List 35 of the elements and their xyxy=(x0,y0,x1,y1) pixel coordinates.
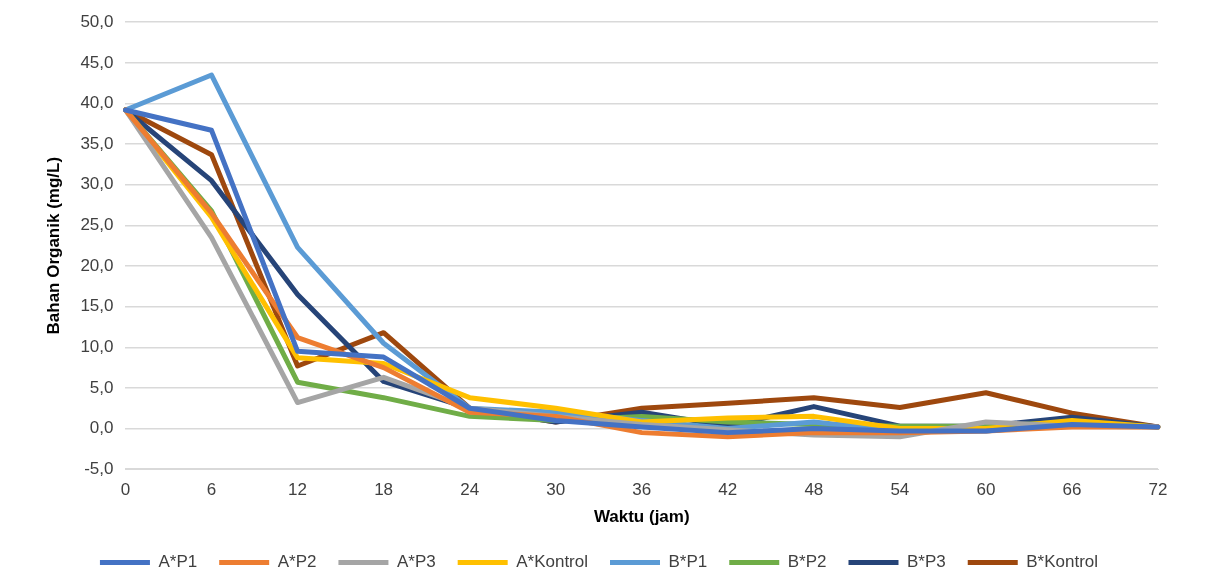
y-tick-label: 25,0 xyxy=(80,215,114,235)
y-tick-label: 5,0 xyxy=(89,377,114,397)
legend-label: B*P2 xyxy=(787,552,827,572)
x-tick-label: 60 xyxy=(976,480,996,500)
y-tick-label: 40,0 xyxy=(80,93,114,113)
x-tick-label: 12 xyxy=(288,480,308,500)
x-tick-label: 36 xyxy=(632,480,652,500)
legend-label: A*P2 xyxy=(277,552,317,572)
y-tick-label: 10,0 xyxy=(80,336,114,356)
legend-label: A*P3 xyxy=(396,552,436,572)
x-tick-label: 48 xyxy=(804,480,824,500)
y-tick-label: 35,0 xyxy=(80,133,114,153)
y-tick-label: 15,0 xyxy=(80,296,114,316)
x-tick-label: 0 xyxy=(120,480,131,500)
y-tick-label: 20,0 xyxy=(80,255,114,275)
y-tick-label: 50,0 xyxy=(80,11,114,31)
y-tick-label: 0,0 xyxy=(89,418,114,438)
x-tick-label: 18 xyxy=(374,480,394,500)
y-tick-label: 30,0 xyxy=(80,174,114,194)
x-tick-label: 42 xyxy=(718,480,738,500)
x-axis-title: Waktu (jam) xyxy=(593,507,690,527)
x-tick-label: 24 xyxy=(460,480,480,500)
legend-label: A*Kontrol xyxy=(516,552,589,572)
x-tick-label: 6 xyxy=(206,480,217,500)
x-tick-label: 54 xyxy=(890,480,910,500)
legend-label: A*P1 xyxy=(158,552,198,572)
y-tick-label: -5,0 xyxy=(84,458,114,478)
y-tick-label: 45,0 xyxy=(80,52,114,72)
legend-label: B*Kontrol xyxy=(1026,552,1099,572)
legend-label: B*P1 xyxy=(668,552,708,572)
x-tick-label: 66 xyxy=(1062,480,1082,500)
y-axis-title: Bahan Organik (mg/L) xyxy=(43,156,63,335)
x-tick-label: 30 xyxy=(546,480,566,500)
legend-label: B*P3 xyxy=(907,552,946,572)
x-tick-label: 72 xyxy=(1148,480,1168,500)
